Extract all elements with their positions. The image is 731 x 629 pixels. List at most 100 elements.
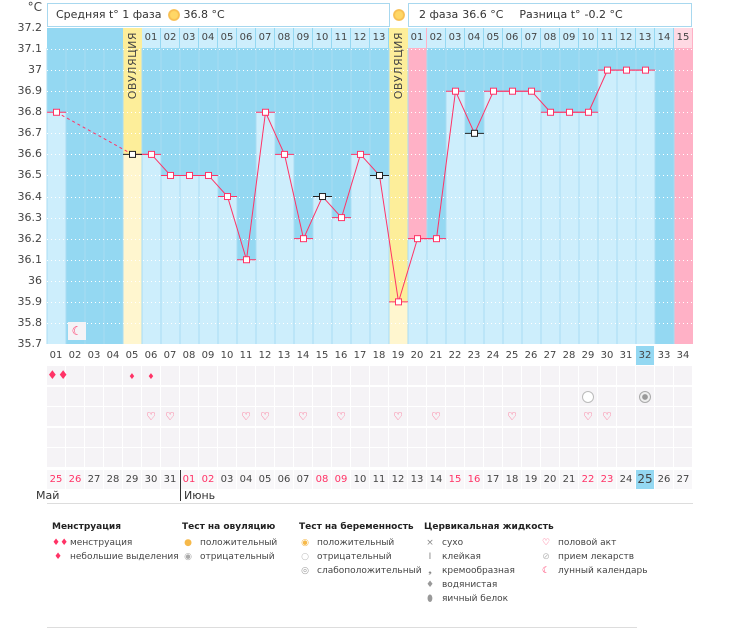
marker-cell[interactable] bbox=[123, 366, 141, 385]
marker-cell[interactable] bbox=[332, 407, 350, 427]
marker-cell[interactable] bbox=[465, 386, 483, 406]
marker-cell[interactable] bbox=[199, 448, 217, 468]
marker-cell[interactable] bbox=[161, 366, 179, 385]
marker-cell[interactable] bbox=[389, 386, 407, 406]
marker-cell[interactable] bbox=[427, 407, 445, 427]
marker-cell[interactable] bbox=[541, 448, 559, 468]
marker-cell[interactable] bbox=[674, 386, 692, 406]
marker-cell[interactable] bbox=[484, 407, 502, 427]
marker-cell[interactable] bbox=[351, 407, 369, 427]
marker-cell[interactable] bbox=[522, 407, 540, 427]
marker-cell[interactable] bbox=[370, 448, 388, 468]
marker-cell[interactable] bbox=[522, 366, 540, 385]
marker-cell[interactable] bbox=[66, 427, 84, 447]
marker-cell[interactable] bbox=[199, 386, 217, 406]
marker-cell[interactable] bbox=[180, 366, 198, 385]
marker-cell[interactable] bbox=[465, 448, 483, 468]
marker-cell[interactable] bbox=[370, 407, 388, 427]
marker-cell[interactable] bbox=[85, 366, 103, 385]
marker-cell[interactable] bbox=[541, 366, 559, 385]
marker-cell[interactable] bbox=[484, 448, 502, 468]
marker-cell[interactable] bbox=[370, 427, 388, 447]
marker-cell[interactable] bbox=[332, 427, 350, 447]
marker-cell[interactable] bbox=[408, 386, 426, 406]
marker-cell[interactable] bbox=[66, 386, 84, 406]
marker-cell[interactable] bbox=[332, 386, 350, 406]
marker-cell[interactable] bbox=[598, 366, 616, 385]
marker-cell[interactable] bbox=[560, 427, 578, 447]
marker-cell[interactable] bbox=[237, 427, 255, 447]
marker-cell[interactable] bbox=[180, 448, 198, 468]
marker-cell[interactable] bbox=[142, 407, 160, 427]
marker-cell[interactable] bbox=[47, 407, 65, 427]
marker-cell[interactable] bbox=[579, 448, 597, 468]
marker-cell[interactable] bbox=[617, 366, 635, 385]
marker-cell[interactable] bbox=[465, 366, 483, 385]
marker-cell[interactable] bbox=[522, 448, 540, 468]
marker-cell[interactable] bbox=[636, 366, 654, 385]
marker-cell[interactable] bbox=[180, 407, 198, 427]
marker-cell[interactable] bbox=[446, 407, 464, 427]
marker-cell[interactable] bbox=[636, 407, 654, 427]
marker-cell[interactable] bbox=[598, 386, 616, 406]
marker-cell[interactable] bbox=[275, 366, 293, 385]
marker-cell[interactable] bbox=[655, 427, 673, 447]
marker-cell[interactable] bbox=[351, 427, 369, 447]
marker-cell[interactable] bbox=[598, 448, 616, 468]
marker-cell[interactable] bbox=[256, 386, 274, 406]
marker-cell[interactable] bbox=[180, 386, 198, 406]
marker-cell[interactable] bbox=[313, 386, 331, 406]
marker-cell[interactable] bbox=[674, 448, 692, 468]
marker-cell[interactable] bbox=[104, 448, 122, 468]
marker-cell[interactable] bbox=[237, 386, 255, 406]
marker-cell[interactable] bbox=[408, 366, 426, 385]
marker-cell[interactable] bbox=[427, 448, 445, 468]
marker-cell[interactable] bbox=[294, 448, 312, 468]
marker-cell[interactable] bbox=[446, 366, 464, 385]
marker-cell[interactable] bbox=[655, 386, 673, 406]
marker-cell[interactable] bbox=[598, 427, 616, 447]
marker-cell[interactable] bbox=[351, 448, 369, 468]
marker-cell[interactable] bbox=[180, 427, 198, 447]
marker-cell[interactable] bbox=[503, 448, 521, 468]
marker-cell[interactable] bbox=[560, 386, 578, 406]
marker-cell[interactable] bbox=[351, 386, 369, 406]
marker-cell[interactable] bbox=[655, 448, 673, 468]
marker-cell[interactable] bbox=[275, 407, 293, 427]
marker-cell[interactable] bbox=[655, 366, 673, 385]
marker-cell[interactable] bbox=[579, 366, 597, 385]
marker-cell[interactable] bbox=[199, 407, 217, 427]
marker-cell[interactable] bbox=[408, 407, 426, 427]
marker-cell[interactable] bbox=[161, 427, 179, 447]
marker-cell[interactable] bbox=[218, 407, 236, 427]
marker-cell[interactable] bbox=[85, 386, 103, 406]
marker-cell[interactable] bbox=[617, 386, 635, 406]
marker-cell[interactable] bbox=[636, 427, 654, 447]
marker-cell[interactable] bbox=[389, 407, 407, 427]
marker-cell[interactable] bbox=[617, 427, 635, 447]
marker-cell[interactable] bbox=[408, 427, 426, 447]
marker-cell[interactable] bbox=[218, 386, 236, 406]
marker-cell[interactable] bbox=[294, 407, 312, 427]
marker-cell[interactable] bbox=[351, 366, 369, 385]
marker-cell[interactable] bbox=[218, 448, 236, 468]
marker-cell[interactable] bbox=[123, 427, 141, 447]
marker-cell[interactable] bbox=[503, 386, 521, 406]
marker-cell[interactable] bbox=[142, 427, 160, 447]
marker-cell[interactable] bbox=[674, 427, 692, 447]
marker-cell[interactable] bbox=[503, 407, 521, 427]
marker-cell[interactable] bbox=[237, 407, 255, 427]
marker-cell[interactable] bbox=[237, 448, 255, 468]
marker-cell[interactable] bbox=[636, 448, 654, 468]
marker-cell[interactable] bbox=[427, 427, 445, 447]
marker-cell[interactable] bbox=[674, 407, 692, 427]
marker-cell[interactable] bbox=[104, 386, 122, 406]
marker-cell[interactable] bbox=[332, 448, 350, 468]
marker-cell[interactable] bbox=[313, 427, 331, 447]
marker-cell[interactable] bbox=[123, 407, 141, 427]
marker-cell[interactable] bbox=[598, 407, 616, 427]
marker-cell[interactable] bbox=[674, 366, 692, 385]
marker-cell[interactable] bbox=[484, 427, 502, 447]
marker-cell[interactable] bbox=[560, 407, 578, 427]
marker-cell[interactable] bbox=[541, 407, 559, 427]
